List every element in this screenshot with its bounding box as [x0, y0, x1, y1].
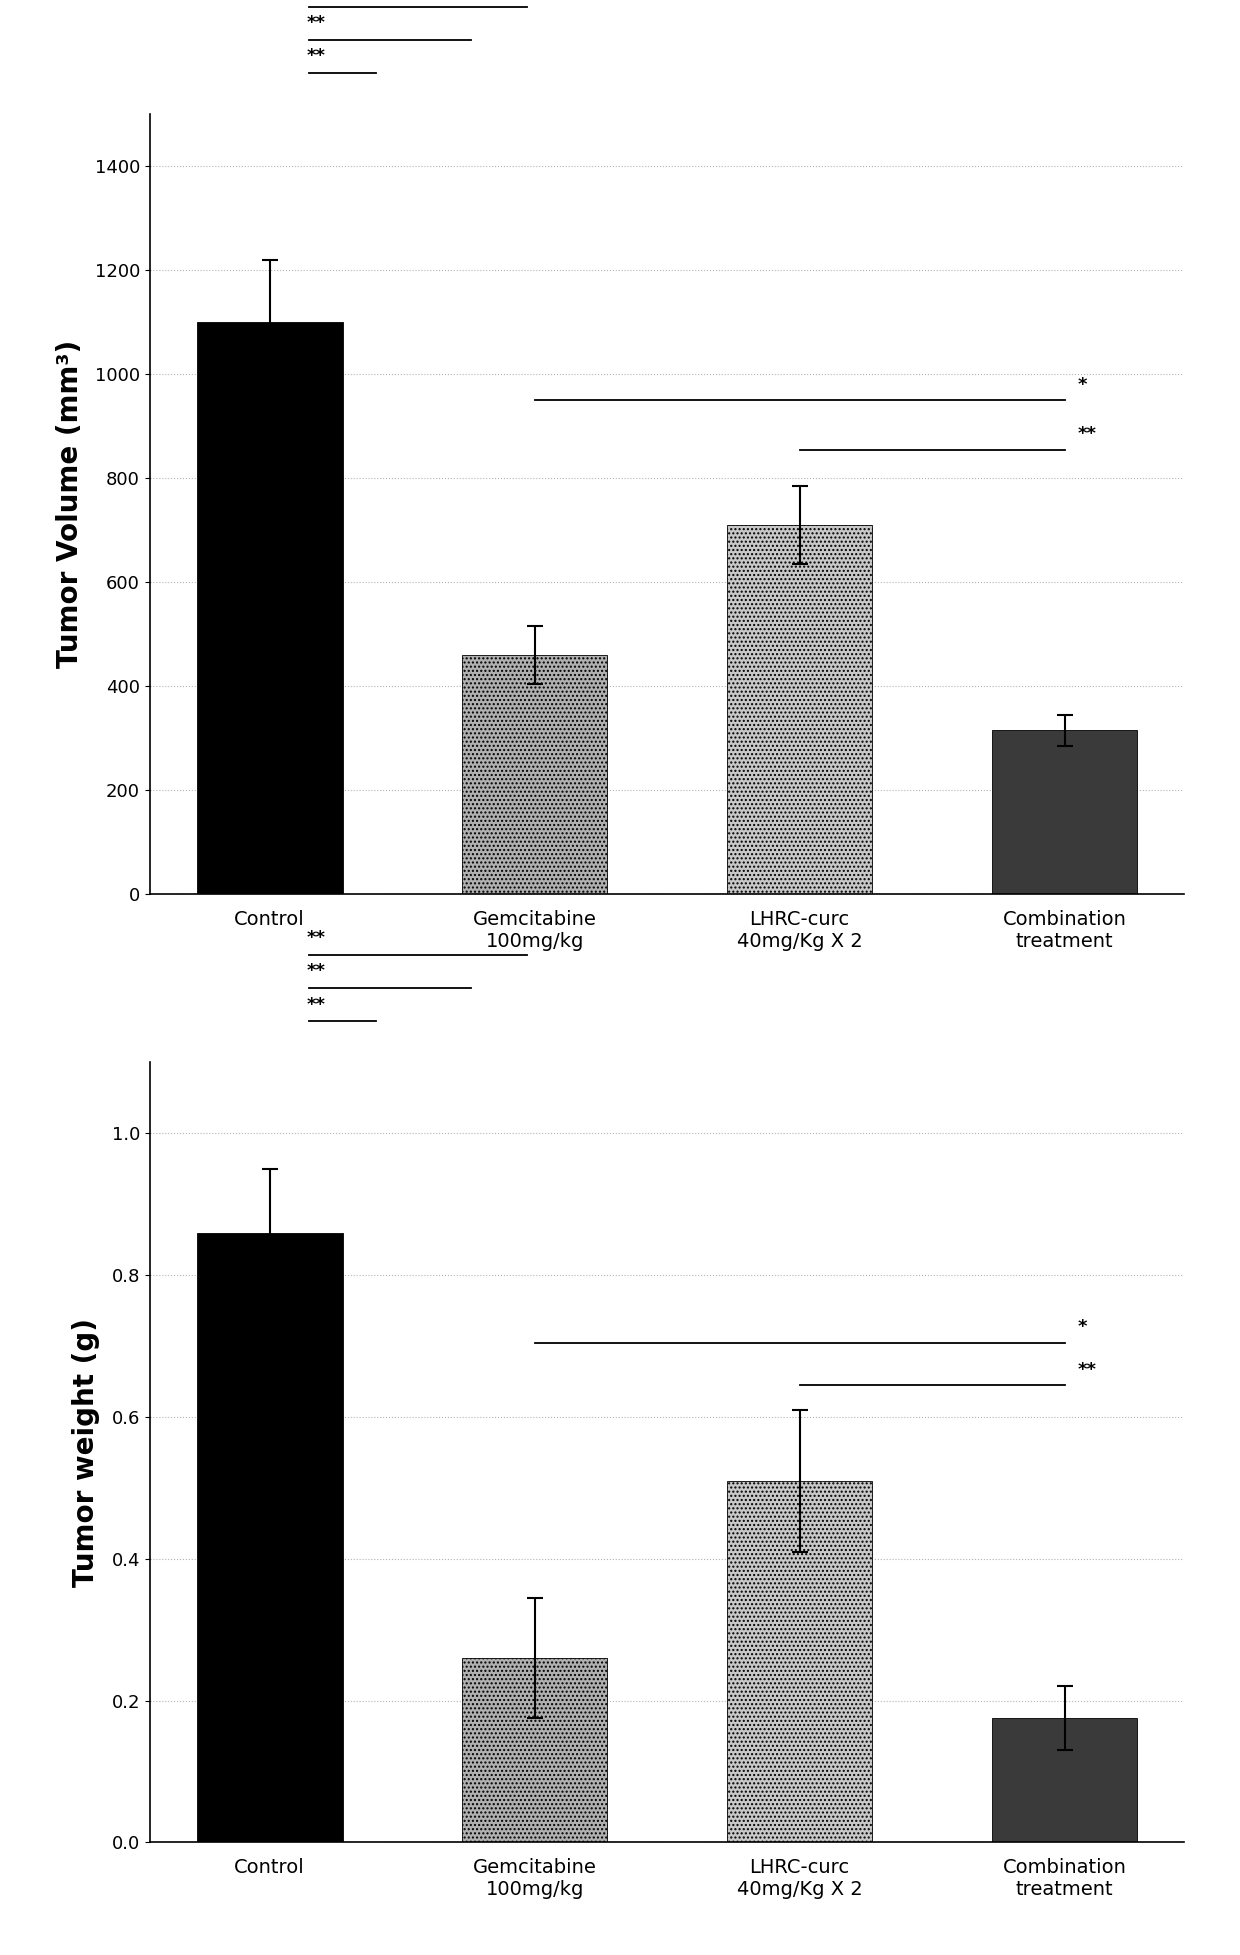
Y-axis label: Tumor weight (g): Tumor weight (g)	[72, 1318, 100, 1587]
Text: *: *	[1078, 1318, 1087, 1337]
Text: *: *	[1078, 375, 1087, 395]
Text: **: **	[308, 962, 326, 979]
Text: **: **	[1078, 1361, 1097, 1378]
Text: **: **	[308, 929, 326, 946]
Bar	[992, 1718, 1137, 1842]
Text: **: **	[308, 47, 326, 65]
Bar	[727, 526, 873, 893]
Bar	[197, 323, 342, 893]
Bar	[197, 1232, 342, 1842]
Bar	[461, 1658, 608, 1842]
Bar	[992, 731, 1137, 893]
Y-axis label: Tumor Volume (mm³): Tumor Volume (mm³)	[56, 340, 83, 669]
Bar	[461, 655, 608, 893]
Text: **: **	[308, 14, 326, 31]
Bar	[727, 1480, 873, 1842]
Text: **: **	[1078, 426, 1097, 444]
Text: **: **	[308, 995, 326, 1013]
